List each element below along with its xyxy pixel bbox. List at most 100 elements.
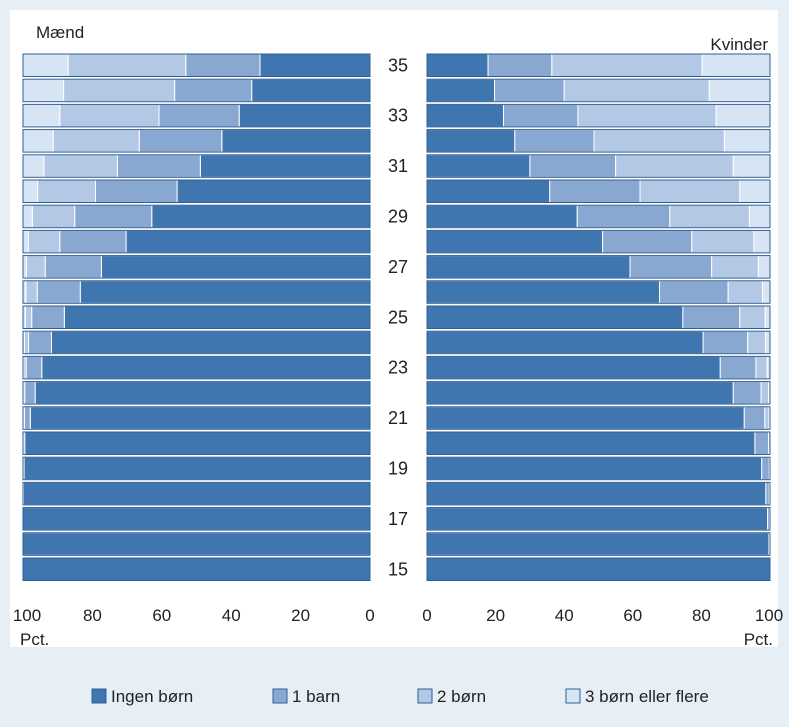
women-bar-age-32-2 [515,130,594,153]
women-bar-age-26-4 [762,281,770,304]
men-bar-age-22-2 [25,382,35,405]
right-panel-title: Kvinder [710,35,768,54]
men-bar-age-23-2 [26,356,42,379]
women-bar-age-18-2 [766,482,769,505]
men-bar-age-16-1 [23,533,370,556]
women-bar-age-31-2 [530,155,616,178]
women-bar-age-35-1 [427,54,488,77]
women-bar-age-27-3 [712,256,759,279]
men-bar-age-25-3 [25,306,31,329]
right-axis-unit: Pct. [744,630,773,649]
men-bar-age-25-1 [64,306,370,329]
women-bar-age-32-4 [724,130,770,153]
women-bar-age-20-2 [755,432,769,455]
women-bar-age-26-1 [427,281,660,304]
men-bar-age-35-3 [68,54,186,77]
men-bar-age-35-4 [23,54,68,77]
women-bar-age-24-4 [766,331,770,354]
left-axis-unit: Pct. [20,630,49,649]
legend-swatch-4 [566,689,580,703]
men-bar-age-33-4 [23,104,60,127]
men-bar-age-21-1 [30,407,370,430]
men-bar-age-29-1 [152,205,370,228]
women-tick-100: 100 [755,606,783,625]
men-bar-age-31-3 [44,155,118,178]
women-bar-age-27-1 [427,256,630,279]
men-bar-age-33-3 [60,104,159,127]
women-bar-age-35-4 [702,54,770,77]
women-bar-age-30-1 [427,180,550,203]
women-bar-age-21-3 [765,407,769,430]
men-bar-age-26-2 [37,281,80,304]
women-bar-age-31-3 [616,155,734,178]
men-tick-0: 0 [365,606,374,625]
women-bar-age-33-3 [578,104,716,127]
women-bar-age-26-2 [660,281,729,304]
women-bar-age-22-3 [761,382,769,405]
men-bar-age-22-1 [35,382,370,405]
women-bar-age-29-3 [670,205,750,228]
women-tick-60: 60 [623,606,642,625]
women-bar-age-16-1 [427,533,769,556]
women-bar-age-33-1 [427,104,503,127]
age-label-17: 17 [388,509,408,529]
women-bar-age-21-2 [744,407,765,430]
women-bar-age-29-2 [577,205,670,228]
men-bar-age-34-1 [252,79,370,102]
women-bar-age-28-2 [603,230,692,253]
women-bar-age-34-1 [427,79,495,102]
women-bar-age-35-3 [552,54,702,77]
women-bar-age-25-3 [740,306,765,329]
men-bar-age-19-1 [24,457,370,480]
men-bar-age-29-3 [32,205,74,228]
legend-swatch-2 [273,689,287,703]
legend-label-1: Ingen børn [111,687,193,706]
men-bar-age-30-2 [96,180,178,203]
men-bar-age-31-2 [117,155,200,178]
women-bar-age-25-1 [427,306,683,329]
men-bar-age-31-4 [23,155,44,178]
women-bar-age-30-2 [550,180,640,203]
women-bar-age-17-1 [427,508,768,530]
women-bar-age-23-3 [756,356,767,379]
age-label-31: 31 [388,156,408,176]
men-bar-age-23-1 [42,356,370,379]
men-bar-age-27-2 [45,256,101,279]
women-bar-age-25-2 [683,306,740,329]
women-bar-age-25-4 [765,306,770,329]
men-bar-age-32-1 [222,130,370,153]
women-bar-age-28-1 [427,230,603,253]
women-bar-age-23-2 [720,356,756,379]
men-tick-20: 20 [291,606,310,625]
men-bar-age-26-1 [80,281,370,304]
women-bar-age-28-4 [754,230,770,253]
age-label-25: 25 [388,307,408,327]
men-bar-age-24-2 [29,331,52,354]
women-bar-age-29-1 [427,205,577,228]
women-bar-age-26-3 [728,281,762,304]
men-bar-age-33-1 [239,104,370,127]
men-bar-age-32-3 [53,130,139,153]
age-label-27: 27 [388,257,408,277]
men-bar-age-18-1 [23,482,370,505]
women-bar-age-21-1 [427,407,744,430]
women-bar-age-28-3 [692,230,754,253]
women-bar-age-24-3 [748,331,766,354]
age-label-23: 23 [388,358,408,378]
men-bar-age-30-3 [38,180,96,203]
women-bar-age-30-3 [640,180,740,203]
women-bar-age-34-4 [709,79,770,102]
women-bar-age-15-1 [427,558,770,581]
men-bar-age-34-4 [23,79,64,102]
men-bar-age-28-4 [23,230,28,253]
men-bar-age-31-1 [200,155,370,178]
women-bar-age-20-1 [427,432,755,455]
men-bar-age-27-3 [26,256,45,279]
legend-label-4: 3 børn eller flere [585,687,709,706]
men-bar-age-32-2 [139,130,222,153]
women-bar-age-22-2 [733,382,761,405]
men-bar-age-27-1 [101,256,370,279]
legend-label-3: 2 børn [437,687,486,706]
